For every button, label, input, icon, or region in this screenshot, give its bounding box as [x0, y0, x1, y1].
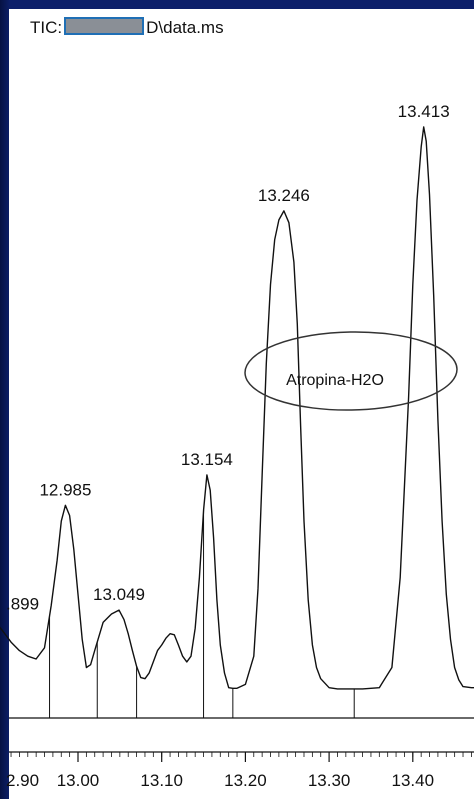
peak-label: 13.049 — [93, 585, 145, 604]
baseline-markers — [9, 509, 474, 719]
x-tick-label: 2.90 — [6, 771, 39, 790]
x-tick-label: 13.10 — [140, 771, 183, 790]
peak-label: 12.985 — [39, 480, 91, 499]
peak-label: .899 — [6, 595, 39, 614]
x-tick-label: 13.20 — [224, 771, 267, 790]
annotation-circle — [244, 331, 458, 411]
x-tick-label: 13.30 — [308, 771, 351, 790]
tic-suffix: D\data.ms — [146, 18, 224, 37]
annotation-label: Atropina-H2O — [286, 372, 384, 389]
tic-trace-line — [0, 126, 474, 690]
peak-label: 13.154 — [181, 450, 233, 469]
tic-prefix: TIC: — [30, 18, 63, 37]
peak-label: 13.413 — [398, 102, 450, 121]
x-tick-label: 13.40 — [392, 771, 435, 790]
redacted-path-block — [64, 17, 145, 35]
tic-header: TIC: D\data.ms — [30, 17, 224, 38]
peak-label: 13.246 — [258, 186, 310, 205]
x-tick-label: 13.00 — [57, 771, 100, 790]
